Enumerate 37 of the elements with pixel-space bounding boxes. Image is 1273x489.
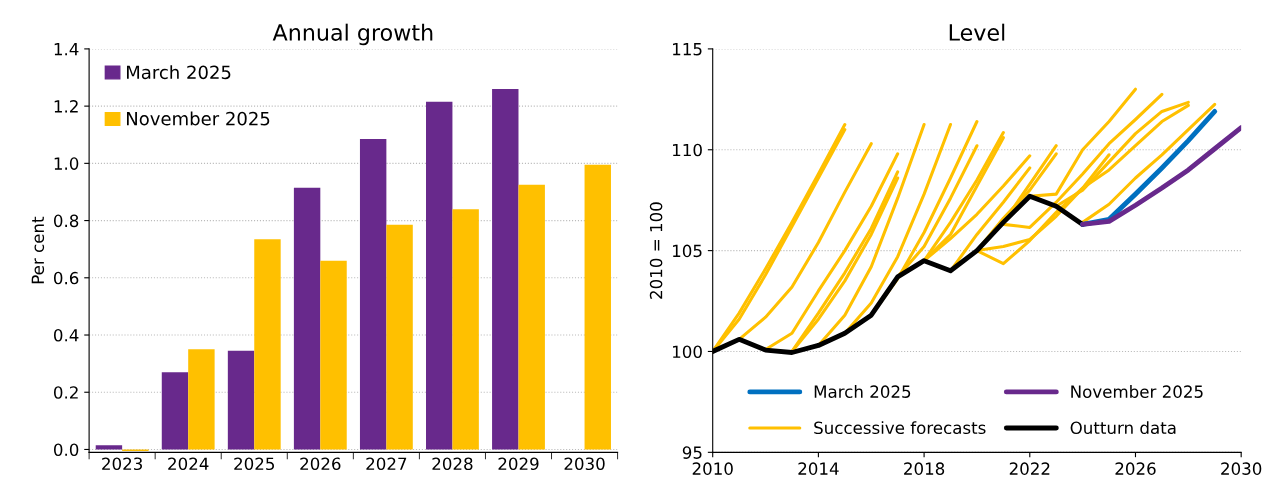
y-tick-label: 0.8 [53,214,79,228]
chart-title: Level [949,23,1005,41]
y-tick-label: 0.6 [53,271,79,285]
x-tick-label: 2026 [300,457,341,471]
y-tick-label: 100 [673,345,702,359]
x-tick-label: 2028 [432,457,473,471]
y-tick-label: 0.4 [53,328,79,342]
x-tick-label: 2025 [234,457,275,471]
y-tick-label: 115 [673,43,702,56]
x-tick-label: 2029 [498,457,539,471]
x-tick-label: 2023 [102,457,143,471]
legend-label: Outturn data [1070,421,1176,435]
y-axis-title: Per cent [31,216,45,284]
x-tick-label: 2018 [904,462,945,475]
chart-title: Annual growth [272,23,433,46]
y-tick-label: 1.2 [54,100,78,113]
y-tick-label: 1.4 [54,43,79,56]
y-tick-label: 110 [673,143,702,157]
legend-label: Successive forecasts [814,421,986,435]
y-tick-label: 1.0 [54,157,79,170]
x-tick-label: 2024 [168,457,209,471]
legend-label: November 2025 [126,111,270,126]
y-tick-label: 95 [682,446,702,459]
x-tick-label: 2030 [1221,462,1262,475]
y-tick-label: 0.2 [53,386,78,399]
x-tick-label: 2014 [798,462,839,475]
x-tick-label: 2022 [1009,462,1050,475]
legend-label: March 2025 [814,385,911,398]
x-tick-label: 2027 [366,457,407,471]
legend-label: March 2025 [126,65,231,80]
x-tick-label: 2030 [564,457,605,471]
y-axis-title: 2010 = 100 [649,202,663,299]
y-tick-label: 0.0 [53,443,79,457]
x-tick-label: 2010 [692,462,733,475]
y-tick-label: 105 [673,244,702,258]
legend-label: November 2025 [1071,385,1203,398]
x-tick-label: 2026 [1115,462,1156,475]
